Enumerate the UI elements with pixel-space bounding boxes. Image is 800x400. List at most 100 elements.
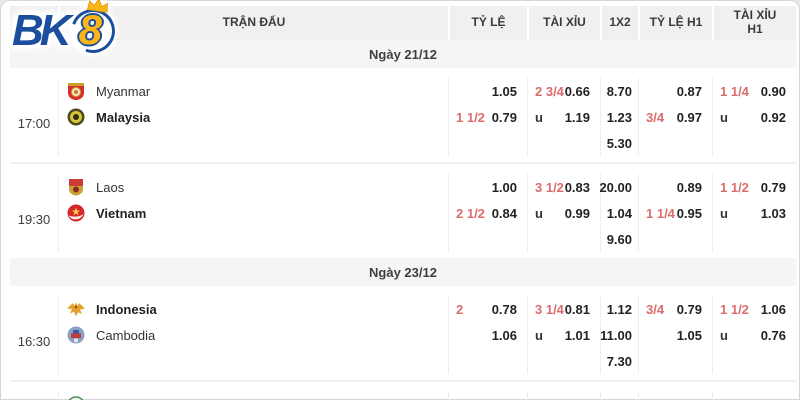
odds-value[interactable]: 0.80	[761, 398, 786, 400]
odds-column-tai_xiu_h1: 1 1/2 0.79 u 1.03	[712, 174, 796, 252]
odds-cell[interactable]: 2 0.78	[449, 296, 527, 322]
odds-value[interactable]: 0.79	[491, 109, 517, 125]
odds-cell[interactable]: 1.23	[601, 104, 638, 130]
odds-value[interactable]: 1.04	[606, 205, 632, 221]
odds-cell[interactable]: 1.06	[449, 322, 527, 348]
odds-cell[interactable]: 2 1/2 0.84	[449, 200, 527, 226]
date-label: Ngày 21/12	[369, 46, 437, 62]
odds-value[interactable]: 1.01	[564, 327, 590, 343]
odds-value[interactable]: 0.87	[676, 83, 702, 99]
odds-cell[interactable]: 7.30	[601, 348, 638, 374]
date-separator: Ngày 23/12	[10, 258, 796, 286]
odds-cell[interactable]: 5.30	[601, 130, 638, 156]
odds-value[interactable]: 1.12	[606, 301, 632, 317]
odds-column-tai_xiu: 40.80	[527, 392, 600, 400]
odds-value[interactable]: 20.00	[599, 179, 632, 195]
bk8-logo-text: BK	[12, 6, 72, 55]
odds-value[interactable]: 0.99	[564, 205, 590, 221]
odds-value[interactable]: 0.83	[564, 179, 590, 195]
handicap-value: 3	[456, 398, 463, 400]
odds-value[interactable]: 0.76	[760, 327, 786, 343]
bk8-logo[interactable]: BK 8	[12, 0, 122, 61]
odds-value[interactable]: 1.05	[491, 83, 517, 99]
odds-cell[interactable]: 1 1/4 0.90	[713, 78, 796, 104]
odds-cell[interactable]: 1 3/4 0.80	[713, 392, 796, 400]
odds-value[interactable]: 5.30	[606, 135, 632, 151]
odds-value[interactable]: 1.04	[607, 398, 632, 400]
odds-value[interactable]: 0.62	[492, 398, 517, 400]
odds-cell[interactable]	[639, 130, 712, 156]
odds-cell[interactable]: 1 1/2 0.79	[449, 104, 527, 130]
odds-cell[interactable]: 1 1/2 1.06	[713, 296, 796, 322]
odds-value[interactable]: 0.90	[760, 83, 786, 99]
odds-value[interactable]: 1.05	[676, 327, 702, 343]
odds-cell[interactable]: 3 1/4 0.81	[528, 296, 600, 322]
odds-value[interactable]: 1.03	[760, 205, 786, 221]
odds-value[interactable]: 0.95	[676, 205, 702, 221]
odds-cell[interactable]: u 1.19	[528, 104, 600, 130]
odds-cell[interactable]: 1.12	[601, 296, 638, 322]
odds-cell[interactable]: 3 1/2 0.83	[528, 174, 600, 200]
odds-cell[interactable]: 20.00	[599, 174, 638, 200]
odds-cell[interactable]: u 0.76	[713, 322, 796, 348]
malaysia-crest-icon	[66, 107, 86, 127]
odds-value[interactable]: 0.97	[676, 109, 702, 125]
odds-cell[interactable]: 0.87	[639, 78, 712, 104]
odds-cell[interactable]: 1 1/4 0.95	[639, 200, 712, 226]
odds-cell[interactable]: 1 1/2 0.79	[713, 174, 796, 200]
odds-cell[interactable]	[528, 226, 600, 252]
odds-cell[interactable]	[713, 226, 796, 252]
odds-value[interactable]: 0.79	[760, 179, 786, 195]
odds-value[interactable]: 1.19	[564, 109, 590, 125]
odds-value[interactable]: 11.00	[600, 327, 632, 343]
odds-value[interactable]: 0.66	[564, 83, 590, 99]
odds-cell[interactable]	[713, 348, 796, 374]
odds-cell[interactable]: 3/4 0.79	[639, 296, 712, 322]
team-row: Laos	[59, 174, 448, 200]
odds-cell[interactable]	[639, 226, 712, 252]
odds-cell[interactable]: 30.62	[449, 392, 527, 400]
odds-value[interactable]: 1.06	[760, 301, 786, 317]
odds-value[interactable]: 0.80	[565, 398, 590, 400]
odds-value[interactable]: 0.92	[760, 109, 786, 125]
odds-cell[interactable]	[449, 130, 527, 156]
odds-cell[interactable]: u 1.03	[713, 200, 796, 226]
odds-value[interactable]: 1.06	[491, 327, 517, 343]
odds-value[interactable]: 0.78	[491, 301, 517, 317]
odds-value[interactable]: 1.23	[606, 109, 632, 125]
team-row: Philippines	[59, 392, 448, 400]
odds-cell[interactable]: 1.05	[449, 78, 527, 104]
odds-cell[interactable]: 1.05	[639, 322, 712, 348]
odds-cell[interactable]: 11.00	[600, 322, 638, 348]
odds-value[interactable]: 0.80	[677, 398, 702, 400]
odds-cell[interactable]	[528, 348, 600, 374]
odds-cell[interactable]	[639, 348, 712, 374]
philippines-crest-icon	[66, 395, 86, 400]
odds-cell[interactable]: 0.89	[639, 174, 712, 200]
odds-cell[interactable]: 1.04	[601, 200, 638, 226]
odds-cell[interactable]: 8.70	[601, 78, 638, 104]
odds-cell[interactable]: u 1.01	[528, 322, 600, 348]
odds-cell[interactable]: 2 3/4 0.66	[528, 78, 600, 104]
odds-value[interactable]: 1.00	[491, 179, 517, 195]
odds-value[interactable]: 9.60	[606, 231, 632, 247]
odds-cell[interactable]: u 0.92	[713, 104, 796, 130]
odds-value[interactable]: 8.70	[606, 83, 632, 99]
odds-cell[interactable]: 1 1/20.80	[639, 392, 712, 400]
odds-cell[interactable]	[713, 130, 796, 156]
odds-column-tai_xiu_h1: 1 1/4 0.90 u 0.92	[712, 78, 796, 156]
odds-cell[interactable]: 9.60	[601, 226, 638, 252]
odds-value[interactable]: 0.84	[491, 205, 517, 221]
odds-value[interactable]: 0.89	[676, 179, 702, 195]
odds-cell[interactable]: 40.80	[528, 392, 600, 400]
odds-cell[interactable]	[449, 226, 527, 252]
odds-cell[interactable]: 1.00	[449, 174, 527, 200]
odds-cell[interactable]	[449, 348, 527, 374]
odds-value[interactable]: 7.30	[606, 353, 632, 369]
odds-cell[interactable]	[528, 130, 600, 156]
odds-cell[interactable]: u 0.99	[528, 200, 600, 226]
odds-value[interactable]: 0.81	[564, 301, 590, 317]
odds-cell[interactable]: 1.04	[601, 392, 638, 400]
odds-cell[interactable]: 3/4 0.97	[639, 104, 712, 130]
odds-value[interactable]: 0.79	[676, 301, 702, 317]
